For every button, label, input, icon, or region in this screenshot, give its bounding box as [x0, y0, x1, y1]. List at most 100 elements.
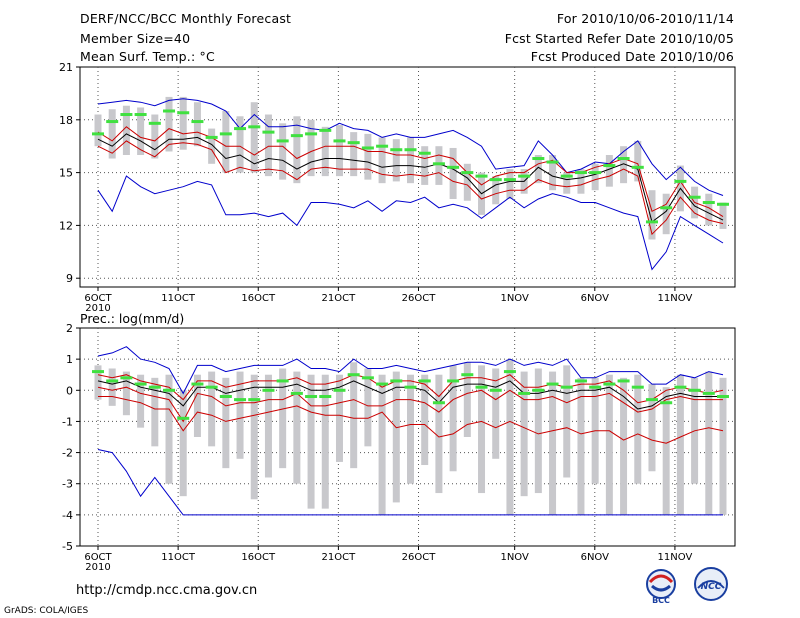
- ensemble-box: [108, 109, 116, 159]
- ensemble-box: [463, 362, 471, 437]
- ncc-logo: NCC: [694, 567, 728, 601]
- forecast-marker: [191, 382, 204, 386]
- ensemble-box: [662, 193, 670, 235]
- x-year-label: 2010: [85, 562, 110, 573]
- logos: BCC NCC: [646, 567, 728, 605]
- fcst-started-date: Fcst Started Refer Date 2010/10/05: [504, 31, 734, 46]
- forecast-marker: [532, 388, 545, 392]
- forecast-marker: [589, 385, 602, 389]
- ensemble-box: [279, 123, 287, 180]
- x-tick-label: 6NOV: [581, 293, 610, 304]
- ensemble-box: [335, 125, 343, 177]
- x-tick-label: 26OCT: [402, 293, 437, 304]
- forecast-marker: [432, 401, 445, 405]
- forecast-marker: [333, 139, 346, 143]
- x-tick-label: 11OCT: [161, 293, 196, 304]
- ensemble-box: [705, 371, 713, 515]
- forecast-marker: [92, 370, 104, 374]
- forecast-marker: [560, 174, 573, 178]
- ensemble-box: [520, 371, 528, 497]
- forecast-marker: [404, 148, 417, 152]
- ensemble-box: [293, 116, 301, 184]
- ensemble-box: [577, 377, 585, 515]
- forecast-marker: [674, 179, 687, 183]
- ensemble-box: [563, 365, 571, 478]
- ensemble-box: [392, 139, 400, 182]
- ensemble-box: [407, 374, 414, 484]
- grads-credit: GrADS: COLA/IGES: [4, 606, 89, 616]
- forecast-marker: [305, 132, 318, 136]
- forecast-marker: [475, 385, 488, 389]
- forecast-marker: [177, 111, 190, 115]
- source-url[interactable]: http://cmdp.ncc.cma.gov.cn: [76, 583, 258, 598]
- ensemble-box: [236, 371, 244, 459]
- forecast-marker: [276, 139, 289, 143]
- ensemble-box: [492, 368, 500, 459]
- min-line: [97, 175, 724, 271]
- upper-percentile-line: [97, 126, 724, 218]
- x-tick-label: 11NOV: [658, 552, 693, 563]
- ensemble-box: [222, 377, 230, 469]
- y-tick-label: 21: [59, 61, 73, 74]
- ensemble-box: [307, 374, 315, 509]
- forecast-marker: [418, 379, 431, 383]
- x-tick-label: 1NOV: [500, 293, 529, 304]
- forecast-marker: [489, 388, 502, 392]
- ensemble-box: [364, 368, 372, 447]
- x-tick-label: 6OCT: [84, 293, 112, 304]
- x-tick-label: 11NOV: [658, 293, 693, 304]
- forecast-marker: [546, 160, 559, 164]
- y-tick-label: -4: [62, 509, 73, 522]
- ensemble-box: [378, 137, 386, 184]
- forecast-marker: [475, 174, 488, 178]
- ensemble-box: [463, 163, 471, 201]
- forecast-marker: [589, 171, 602, 175]
- forecast-marker: [518, 174, 531, 178]
- ensemble-box: [549, 155, 557, 191]
- forecast-marker: [219, 132, 232, 136]
- forecast-marker: [205, 135, 218, 139]
- ensemble-box: [350, 362, 358, 469]
- ensemble-box: [179, 96, 187, 150]
- forecast-marker: [532, 157, 545, 161]
- y-tick-label: 18: [59, 114, 73, 127]
- x-tick-label: 21OCT: [322, 293, 357, 304]
- y-tick-label: -5: [62, 540, 73, 553]
- forecast-marker: [106, 120, 119, 124]
- chart-title: DERF/NCC/BCC Monthly Forecast: [80, 11, 292, 26]
- forecast-marker: [376, 144, 389, 148]
- forecast-marker: [404, 385, 417, 389]
- lower-percentile-line: [97, 386, 723, 423]
- ensemble-box: [392, 371, 400, 503]
- y-tick-label: -1: [62, 415, 73, 428]
- forecast-marker: [163, 388, 176, 392]
- forecast-marker: [333, 388, 346, 392]
- ensemble-box: [208, 371, 216, 447]
- forecast-marker: [660, 206, 673, 210]
- y-tick-label: -2: [62, 447, 73, 460]
- ensemble-box: [193, 374, 201, 437]
- ensemble-box: [435, 374, 443, 494]
- ensemble-box: [193, 102, 201, 147]
- forecast-marker: [290, 391, 303, 395]
- forecast-marker: [702, 201, 715, 205]
- forecast-marker: [234, 127, 247, 131]
- ensemble-box: [208, 128, 216, 164]
- ensemble-box: [449, 365, 457, 472]
- forecast-marker: [163, 109, 176, 113]
- forecast-marker: [134, 113, 147, 117]
- ensemble-box: [122, 371, 130, 416]
- x-year-label: 2010: [85, 303, 110, 314]
- variable-label: Mean Surf. Temp.: °C: [80, 49, 215, 64]
- forecast-marker: [461, 373, 474, 377]
- low-percentile-line: [98, 396, 724, 444]
- ensemble-mean-line: [97, 133, 724, 223]
- ensemble-box: [108, 368, 116, 406]
- ensemble-box: [335, 374, 343, 462]
- forecast-marker: [674, 385, 687, 389]
- y-tick-label: 9: [66, 272, 73, 285]
- x-tick-label: 6NOV: [581, 552, 610, 563]
- forecast-period: For 2010/10/06-2010/11/14: [556, 11, 734, 26]
